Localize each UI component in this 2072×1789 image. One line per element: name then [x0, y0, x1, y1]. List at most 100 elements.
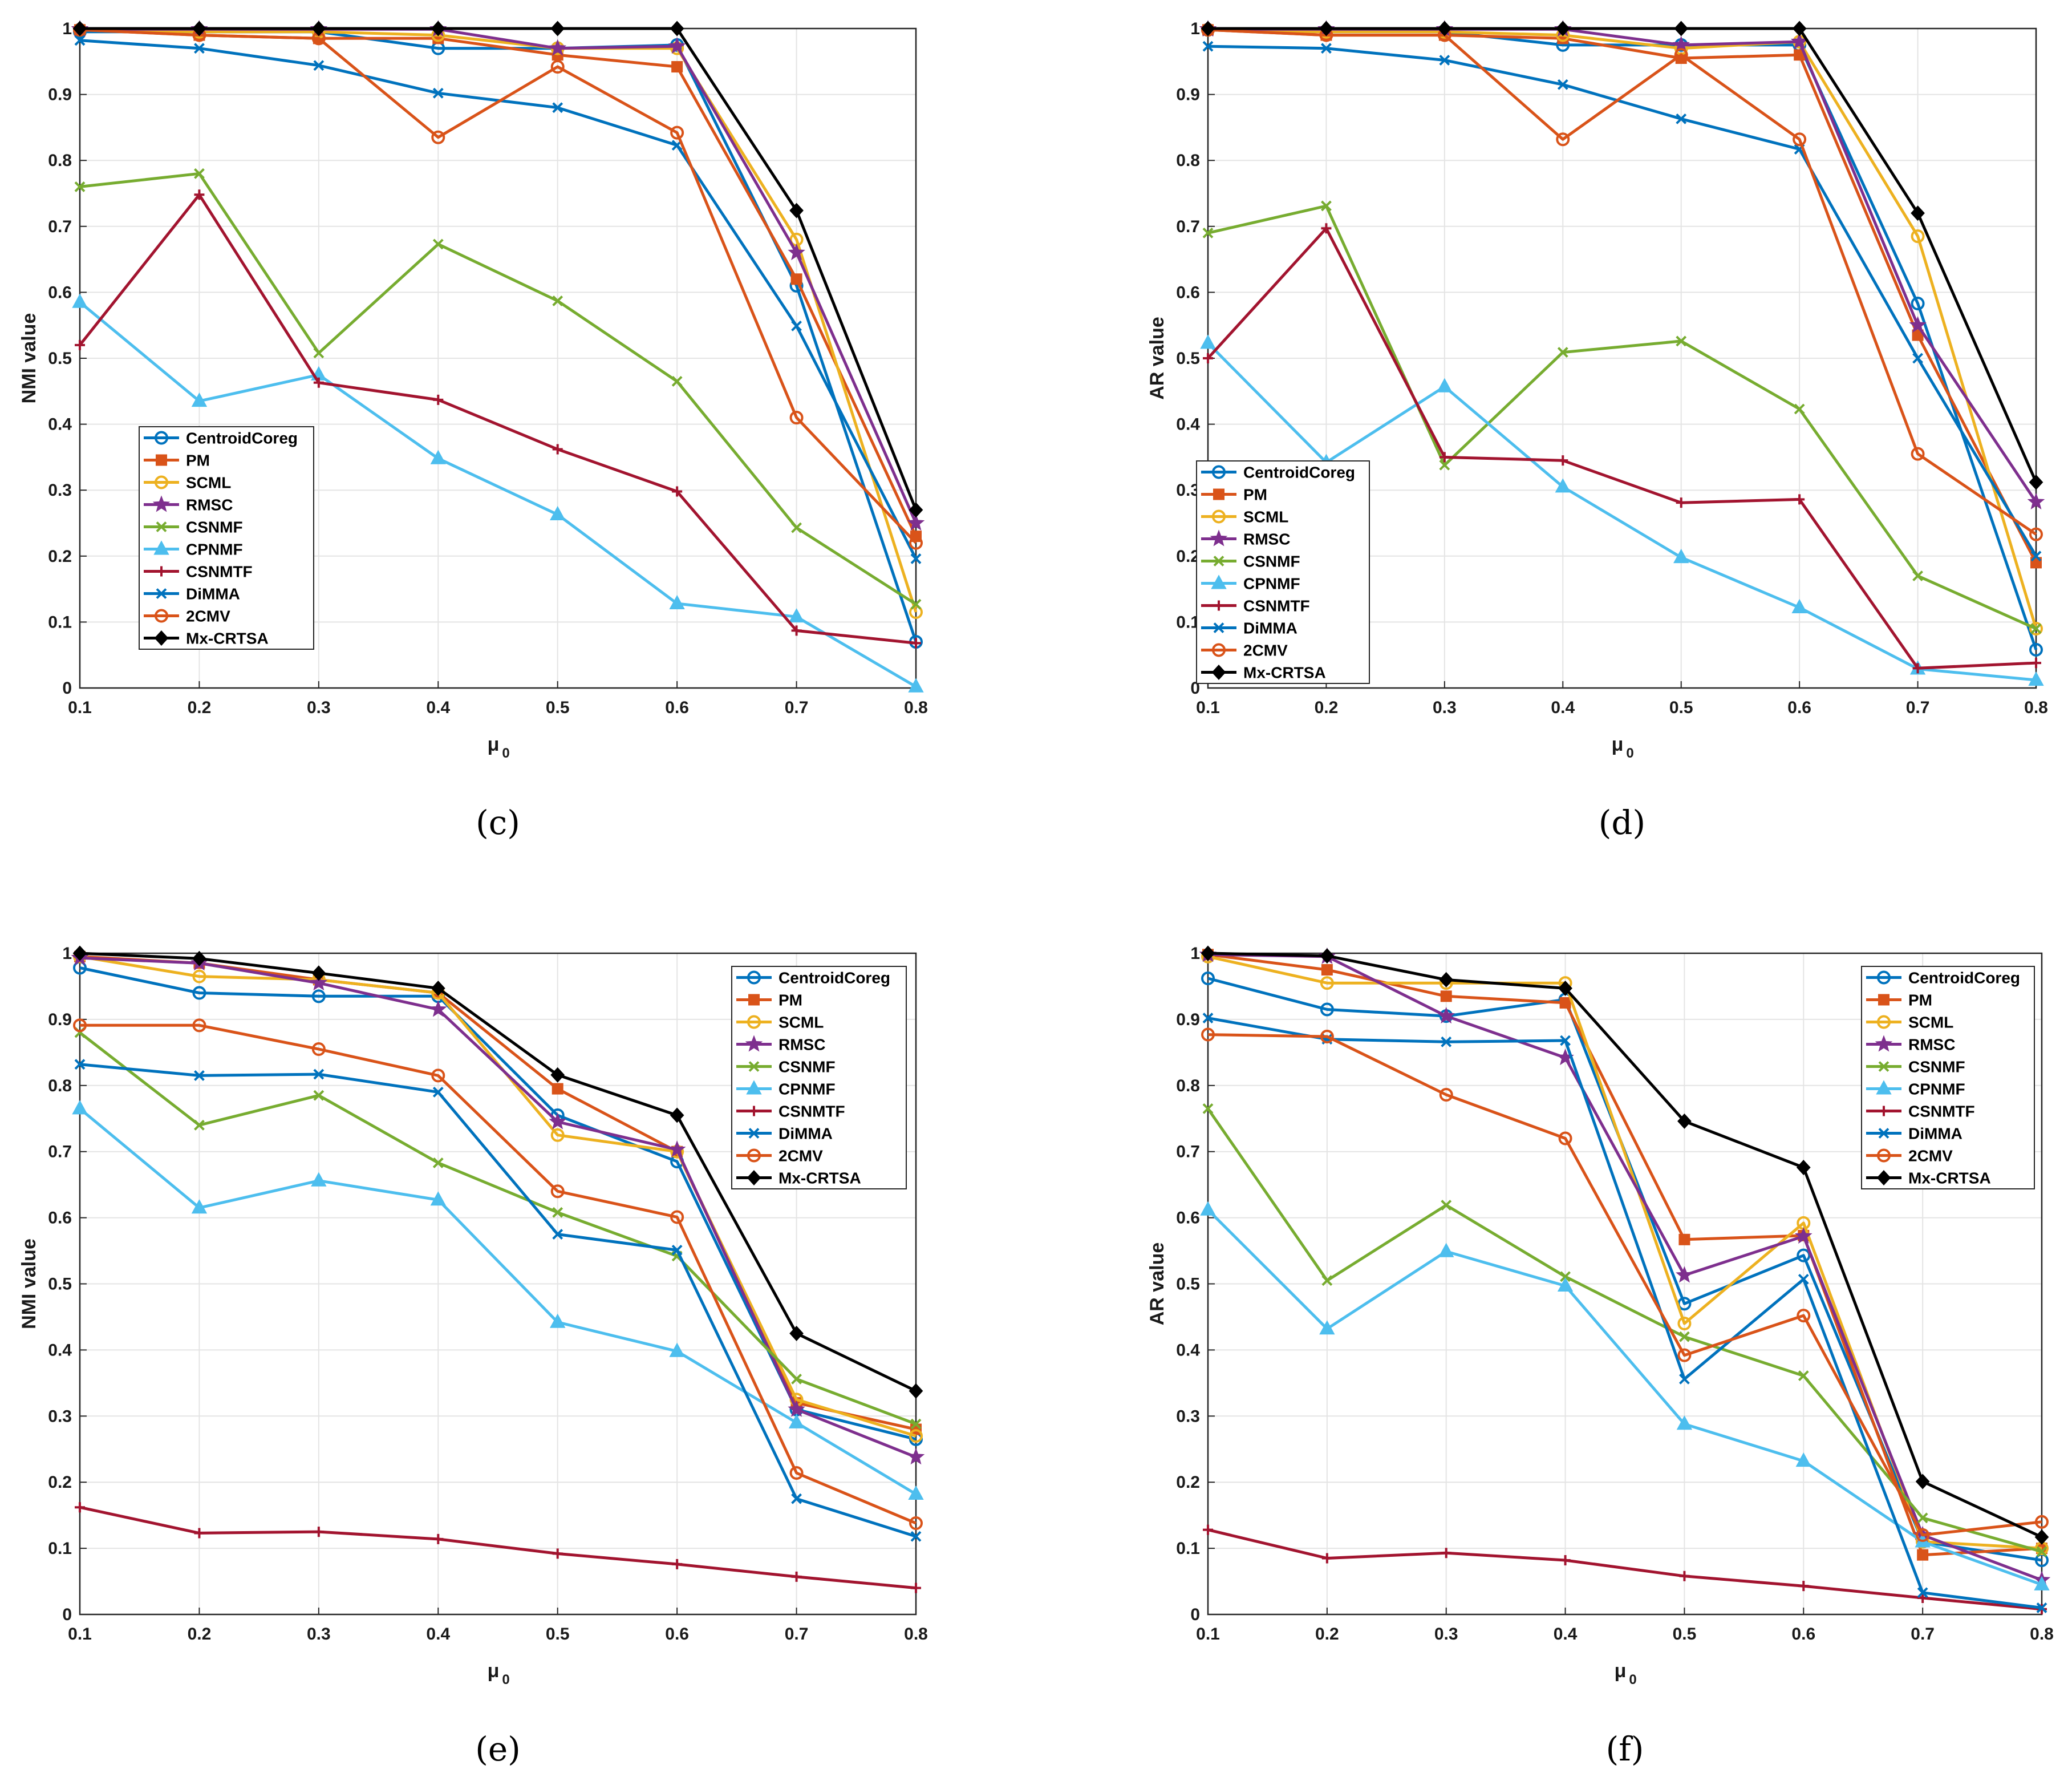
data-point [1438, 1242, 1454, 1257]
data-point [1794, 403, 1805, 415]
data-point [1912, 663, 1923, 674]
x-tick-label: 0.1 [68, 698, 92, 717]
series-dimma [1202, 1013, 2047, 1613]
data-point [1558, 1131, 1572, 1146]
series-dimma [1202, 41, 2042, 562]
legend-entry-label: CPNMF [186, 541, 243, 558]
series-csnmtf [75, 189, 921, 649]
legend-entry-label: 2CMV [778, 1147, 823, 1165]
data-point [194, 1528, 205, 1539]
data-point [908, 678, 924, 693]
data-point [789, 1325, 804, 1341]
data-point [192, 969, 206, 983]
legend-entry-label: CSNMF [186, 519, 243, 536]
legend-entry-label: DiMMA [1908, 1125, 1962, 1143]
x-tick-label: 0.7 [785, 698, 809, 717]
y-tick-label: 0.1 [48, 613, 72, 632]
legend-marker [749, 1106, 759, 1116]
data-point [2034, 1529, 2049, 1545]
legend-marker [1213, 622, 1224, 633]
data-point [671, 376, 683, 387]
legend-marker [1213, 488, 1224, 500]
x-axis-label: μ [488, 734, 500, 755]
data-point [1203, 353, 1213, 363]
legend-marker [1212, 509, 1226, 524]
x-tick-label: 0.2 [1315, 1625, 1339, 1644]
data-point [2036, 1602, 2047, 1613]
data-point [550, 60, 565, 74]
data-point [1321, 43, 1332, 54]
data-point [2031, 658, 2041, 669]
series-dimma [74, 1059, 922, 1542]
y-tick-label: 0.7 [1176, 1143, 1200, 1161]
data-point [1321, 200, 1332, 212]
legend-marker [1879, 1106, 1889, 1116]
series-csnmf [1202, 1103, 2047, 1557]
y-axis-label: NMI value [18, 1238, 40, 1329]
legend-marker [1878, 1128, 1889, 1139]
data-point [311, 989, 326, 1003]
legend-marker [156, 521, 167, 532]
y-tick-label: 0.3 [48, 481, 72, 500]
data-point [789, 1466, 804, 1480]
legend-entry-label: CentroidCoreg [186, 430, 298, 447]
series-csnmf [74, 168, 922, 610]
series-mx-crtsa [1201, 21, 2043, 490]
data-point [432, 87, 444, 99]
legend-marker [748, 1128, 760, 1139]
data-point [791, 522, 802, 533]
legend-marker [156, 454, 167, 466]
data-point [313, 1527, 324, 1537]
data-point [1556, 132, 1570, 147]
y-tick-label: 0.8 [1176, 151, 1200, 170]
legend-marker [1211, 574, 1227, 589]
data-point [672, 1559, 683, 1569]
data-point [552, 296, 563, 306]
data-point [432, 238, 444, 250]
y-tick-label: 0 [62, 679, 72, 698]
data-point [1202, 1103, 1214, 1114]
legend-entry-label: Mx-CRTSA [778, 1169, 861, 1187]
data-point [313, 60, 325, 71]
y-tick-label: 0.9 [1176, 86, 1200, 104]
series-line [79, 1107, 917, 1496]
data-point [433, 1533, 444, 1544]
series-line [79, 952, 917, 1393]
legend: CentroidCoreg PM SCML RMSC CSNMF CPNMF CSNMTF D… [139, 426, 314, 650]
data-point [791, 1571, 802, 1582]
data-point [788, 608, 805, 623]
x-tick-label: 0.3 [1434, 1625, 1458, 1644]
data-point [550, 1313, 566, 1328]
data-point [1202, 41, 1214, 52]
data-point [672, 486, 683, 497]
data-point [671, 1244, 683, 1256]
data-point [1557, 79, 1568, 90]
legend-entry-label: SCML [1908, 1014, 1953, 1031]
data-point [1558, 980, 1572, 996]
data-point [429, 1000, 447, 1017]
x-tick-label: 0.2 [188, 1625, 212, 1644]
legend-marker [1214, 600, 1224, 611]
chart-panel-1: 0.1 0.2 0.3 0.4 0.5 0.6 0.7 0.800.10.20.30.40.5… [18, 19, 928, 842]
data-point [1439, 452, 1450, 463]
data-point [1321, 223, 1332, 234]
series-line [1207, 226, 2037, 670]
legend-entry-label: SCML [778, 1014, 824, 1031]
data-point [1558, 455, 1568, 466]
data-point [1911, 297, 1925, 311]
data-point [1437, 21, 1452, 37]
y-axis-label: NMI value [18, 313, 40, 404]
data-point [911, 1582, 921, 1593]
data-point [1439, 1088, 1453, 1102]
series-csnmf [1202, 200, 2042, 634]
legend-marker [152, 495, 171, 512]
data-point [430, 1191, 446, 1206]
legend-marker [745, 1035, 763, 1052]
data-point [791, 1373, 802, 1385]
legend-entry-label: CPNMF [778, 1080, 836, 1098]
data-point [1677, 1113, 1692, 1129]
series-line [1207, 1017, 2042, 1609]
data-point [910, 1531, 922, 1542]
y-tick-label: 0.5 [48, 1275, 72, 1294]
data-point [191, 1199, 208, 1214]
